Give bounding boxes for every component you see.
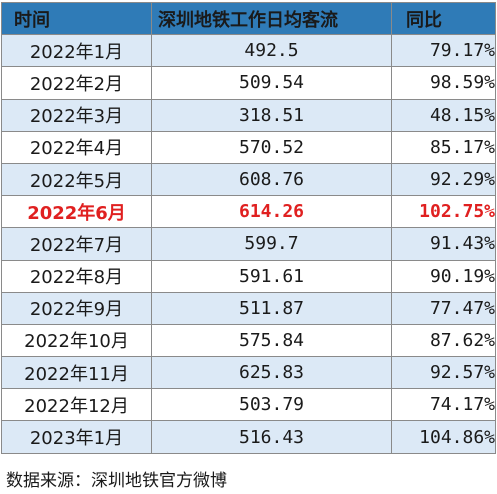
cell-time: 2022年7月	[1, 227, 152, 261]
cell-time: 2022年2月	[1, 66, 152, 100]
table-row: 2022年1月 492.5 79.17%	[1, 34, 496, 68]
cell-ridership: 625.83	[151, 356, 392, 390]
cell-ridership: 614.26	[151, 195, 392, 229]
cell-ridership: 516.43	[151, 420, 392, 454]
cell-yoy: 48.15%	[391, 98, 496, 132]
cell-time: 2023年1月	[1, 420, 152, 454]
cell-yoy: 79.17%	[391, 34, 496, 68]
cell-yoy: 102.75%	[391, 195, 496, 229]
cell-time: 2022年1月	[1, 34, 152, 68]
ridership-table: 时间 深圳地铁工作日均客流 同比 2022年1月 492.5 79.17% 2022年…	[1, 1, 496, 454]
header-time: 时间	[1, 1, 152, 36]
header-yoy: 同比	[391, 1, 496, 36]
table-row: 2022年11月 625.83 92.57%	[1, 356, 496, 390]
cell-ridership: 591.61	[151, 259, 392, 293]
cell-time: 2022年4月	[1, 130, 152, 164]
cell-yoy: 90.19%	[391, 259, 496, 293]
cell-yoy: 91.43%	[391, 227, 496, 261]
cell-yoy: 92.57%	[391, 356, 496, 390]
cell-ridership: 318.51	[151, 98, 392, 132]
table-row: 2022年2月 509.54 98.59%	[1, 66, 496, 100]
header-ridership: 深圳地铁工作日均客流	[151, 1, 392, 36]
cell-yoy: 92.29%	[391, 162, 496, 197]
table-row: 2023年1月 516.43 104.86%	[1, 420, 496, 454]
cell-ridership: 509.54	[151, 66, 392, 100]
data-source-note: 数据来源：深圳地铁官方微博	[6, 471, 227, 491]
table-row: 2022年5月 608.76 92.29%	[1, 162, 496, 197]
cell-time: 2022年9月	[1, 291, 152, 325]
cell-yoy: 104.86%	[391, 420, 496, 454]
table-row: 2022年4月 570.52 85.17%	[1, 130, 496, 164]
table-row: 2022年3月 318.51 48.15%	[1, 98, 496, 132]
cell-time: 2022年11月	[1, 356, 152, 390]
cell-ridership: 599.7	[151, 227, 392, 261]
cell-yoy: 85.17%	[391, 130, 496, 164]
cell-time: 2022年10月	[1, 323, 152, 358]
table-header-row: 时间 深圳地铁工作日均客流 同比	[1, 1, 496, 36]
table-row: 2022年7月 599.7 91.43%	[1, 227, 496, 261]
cell-yoy: 77.47%	[391, 291, 496, 325]
cell-ridership: 608.76	[151, 162, 392, 197]
cell-time: 2022年8月	[1, 259, 152, 293]
table-row: 2022年8月 591.61 90.19%	[1, 259, 496, 293]
cell-time: 2022年12月	[1, 388, 152, 422]
cell-ridership: 575.84	[151, 323, 392, 358]
cell-time: 2022年5月	[1, 162, 152, 197]
cell-ridership: 511.87	[151, 291, 392, 325]
cell-ridership: 570.52	[151, 130, 392, 164]
table-row: 2022年6月 614.26 102.75%	[1, 195, 496, 229]
table-row: 2022年12月 503.79 74.17%	[1, 388, 496, 422]
cell-yoy: 87.62%	[391, 323, 496, 358]
cell-time: 2022年6月	[1, 195, 152, 229]
table-row: 2022年9月 511.87 77.47%	[1, 291, 496, 325]
cell-ridership: 492.5	[151, 34, 392, 68]
table-row: 2022年10月 575.84 87.62%	[1, 323, 496, 358]
cell-time: 2022年3月	[1, 98, 152, 132]
cell-ridership: 503.79	[151, 388, 392, 422]
cell-yoy: 98.59%	[391, 66, 496, 100]
cell-yoy: 74.17%	[391, 388, 496, 422]
